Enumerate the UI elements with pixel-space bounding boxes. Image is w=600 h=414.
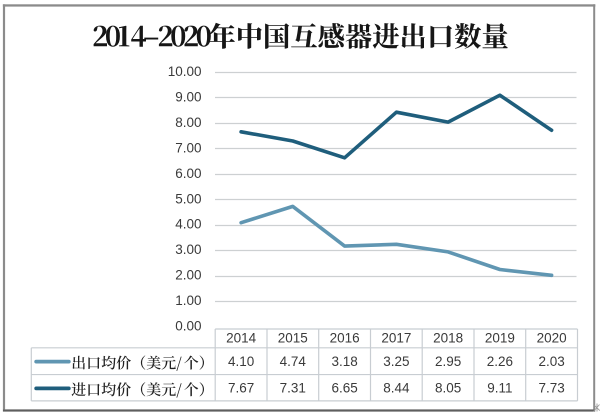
svg-text:8.00: 8.00 <box>175 115 201 130</box>
svg-text:2.95: 2.95 <box>435 354 461 369</box>
svg-text:2.00: 2.00 <box>175 268 201 283</box>
svg-text:7.31: 7.31 <box>280 381 306 396</box>
svg-text:3.25: 3.25 <box>383 354 409 369</box>
svg-text:9.00: 9.00 <box>175 90 201 105</box>
svg-text:2020: 2020 <box>537 331 567 346</box>
svg-text:2015: 2015 <box>278 331 308 346</box>
svg-text:6.65: 6.65 <box>331 381 357 396</box>
svg-text:2017: 2017 <box>381 331 411 346</box>
svg-text:2018: 2018 <box>433 331 463 346</box>
svg-text:0.00: 0.00 <box>175 319 201 334</box>
svg-text:6.00: 6.00 <box>175 166 201 181</box>
svg-text:4.10: 4.10 <box>228 354 254 369</box>
svg-text:7.73: 7.73 <box>538 381 564 396</box>
svg-text:4.74: 4.74 <box>280 354 307 369</box>
svg-text:3.18: 3.18 <box>331 354 357 369</box>
svg-text:2014: 2014 <box>226 331 257 346</box>
svg-text:2.03: 2.03 <box>538 354 564 369</box>
svg-text:4.00: 4.00 <box>175 217 201 232</box>
svg-text:2.26: 2.26 <box>487 354 513 369</box>
svg-text:9.11: 9.11 <box>487 381 512 396</box>
svg-text:8.44: 8.44 <box>383 381 410 396</box>
svg-text:7.67: 7.67 <box>228 381 254 396</box>
svg-text:5.00: 5.00 <box>175 191 201 206</box>
svg-text:10.00: 10.00 <box>168 64 202 79</box>
svg-text:3.00: 3.00 <box>175 242 201 257</box>
svg-text:7.00: 7.00 <box>175 140 201 155</box>
svg-text:8.05: 8.05 <box>435 381 461 396</box>
svg-text:2019: 2019 <box>485 331 515 346</box>
svg-text:1.00: 1.00 <box>175 293 201 308</box>
svg-text:2016: 2016 <box>330 331 360 346</box>
